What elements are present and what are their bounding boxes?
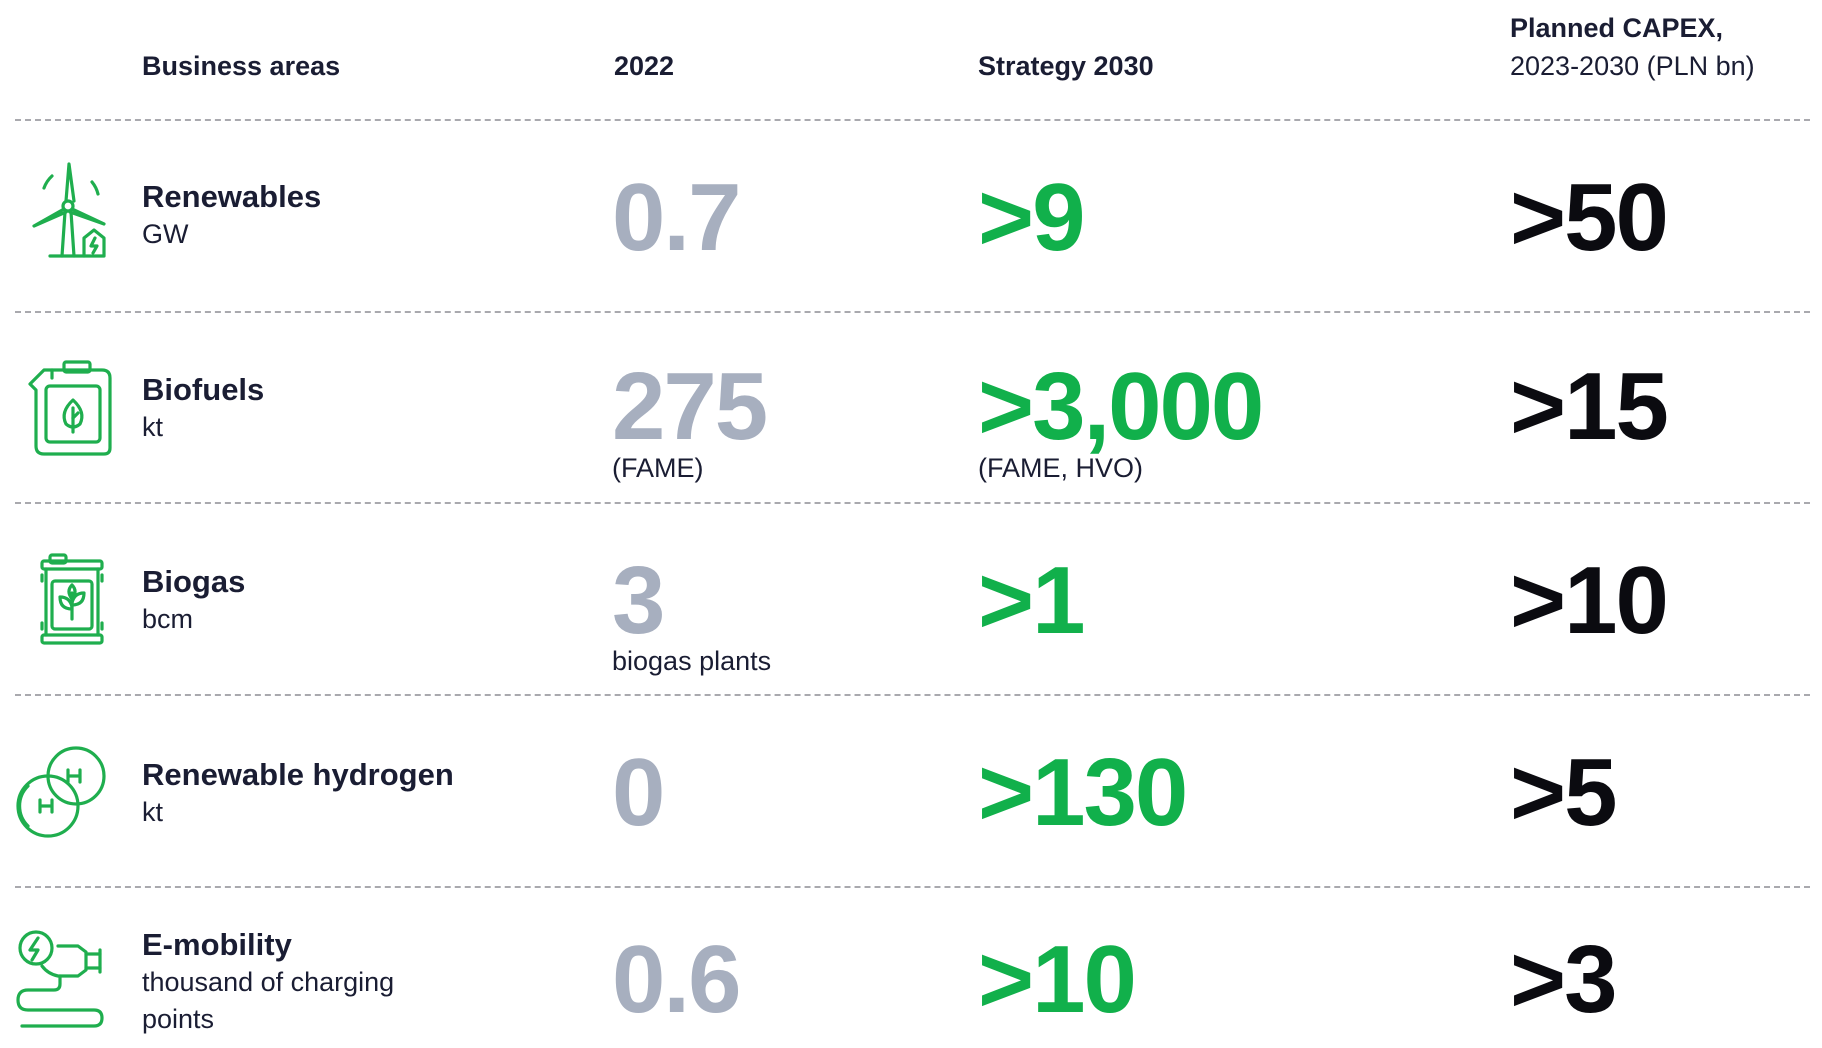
header-capex: Planned CAPEX, 2023-2030 (PLN bn) bbox=[1510, 9, 1755, 85]
hydrogen-molecule-icon bbox=[14, 744, 114, 844]
row-biofuels-2030-value: >3,000 bbox=[978, 353, 1264, 460]
row-emobility-2030-value: >10 bbox=[978, 926, 1137, 1033]
row-hydrogen-name: Renewable hydrogen bbox=[142, 757, 454, 792]
biogas-barrel-icon bbox=[22, 551, 122, 651]
header-strategy-2030: Strategy 2030 bbox=[978, 51, 1154, 81]
row-biofuels-2022-note: (FAME) bbox=[612, 453, 704, 483]
row-hydrogen-capex-value: >5 bbox=[1510, 739, 1617, 846]
row-emobility-2022-value: 0.6 bbox=[612, 926, 741, 1033]
row-renewables-capex-value: >50 bbox=[1510, 164, 1669, 271]
row-biogas-unit: bcm bbox=[142, 604, 194, 634]
row-hydrogen-2030-value: >130 bbox=[978, 739, 1188, 846]
header-2022: 2022 bbox=[614, 51, 675, 81]
row-hydrogen-unit: kt bbox=[142, 797, 164, 827]
row-biofuels-2022-value: 275 bbox=[612, 353, 768, 460]
row-divider-2 bbox=[15, 502, 1810, 504]
row-biogas-2030-value: >1 bbox=[978, 547, 1085, 654]
row-emobility-capex-value: >3 bbox=[1510, 926, 1617, 1033]
ev-charger-plug-icon bbox=[14, 930, 114, 1030]
row-divider-4 bbox=[15, 886, 1810, 888]
fuel-canister-icon bbox=[22, 356, 122, 456]
header-capex-line1: Planned CAPEX, bbox=[1510, 13, 1724, 43]
row-biofuels-name: Biofuels bbox=[142, 372, 265, 407]
row-renewables-unit: GW bbox=[142, 219, 189, 249]
row-biofuels-2030-note: (FAME, HVO) bbox=[978, 453, 1144, 483]
row-renewables-name: Renewables bbox=[142, 179, 322, 214]
header-divider bbox=[15, 119, 1810, 121]
row-biofuels-unit: kt bbox=[142, 412, 164, 442]
row-biogas-name: Biogas bbox=[142, 564, 246, 599]
row-renewables-2022-value: 0.7 bbox=[612, 164, 741, 271]
row-divider-3 bbox=[15, 694, 1810, 696]
wind-turbine-icon bbox=[22, 160, 122, 260]
header-capex-line2: 2023-2030 (PLN bn) bbox=[1510, 51, 1755, 81]
row-biogas-2022-note: biogas plants bbox=[612, 646, 772, 676]
row-renewables-2030-value: >9 bbox=[978, 164, 1085, 271]
row-biofuels-capex-value: >15 bbox=[1510, 353, 1669, 460]
row-emobility-name: E-mobility bbox=[142, 927, 292, 962]
row-biogas-capex-value: >10 bbox=[1510, 547, 1669, 654]
row-biogas-2022-value: 3 bbox=[612, 547, 665, 654]
row-emobility-unit: thousand of charging points bbox=[142, 967, 395, 1034]
row-divider-1 bbox=[15, 311, 1810, 313]
header-business-areas: Business areas bbox=[142, 51, 341, 81]
row-hydrogen-2022-value: 0 bbox=[612, 739, 665, 846]
